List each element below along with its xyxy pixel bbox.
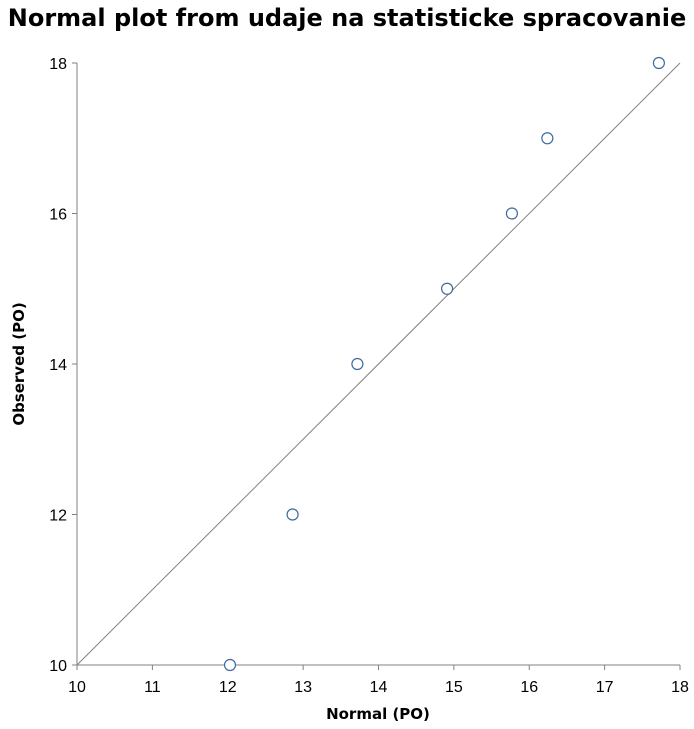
- reference-line-layer: [76, 62, 681, 666]
- data-point: [286, 508, 299, 521]
- x-axis-label: Normal (PO): [326, 705, 430, 723]
- x-tick-label: 14: [370, 679, 388, 696]
- data-point: [223, 658, 237, 672]
- chart-title: Normal plot from udaje na statisticke sp…: [7, 4, 687, 32]
- data-point: [652, 56, 665, 70]
- x-tick-label: 17: [596, 679, 614, 696]
- x-tick-label: 10: [68, 679, 86, 696]
- y-tick-label: 10: [49, 658, 67, 675]
- y-tick-label: 18: [49, 56, 67, 73]
- x-tick-label: 12: [219, 679, 237, 696]
- x-tick-label: 16: [520, 679, 538, 696]
- reference-line: [76, 62, 681, 666]
- y-tick-label: 12: [49, 508, 67, 525]
- data-point: [351, 357, 364, 371]
- x-tick-label: 18: [671, 679, 689, 696]
- y-tick-label: 16: [49, 207, 67, 224]
- y-tick-label: 14: [49, 357, 67, 374]
- x-tick-label: 15: [445, 679, 463, 696]
- data-point: [505, 207, 519, 220]
- points-layer: [223, 56, 665, 672]
- data-point: [541, 132, 554, 145]
- axes-layer: 10 11 12 13 14 15 16 17 18 10 12 14 16 18: [49, 56, 689, 696]
- x-tick-label: 13: [294, 679, 312, 696]
- data-point: [440, 282, 454, 295]
- x-tick-label: 11: [144, 679, 161, 696]
- y-axis-label: Observed (PO): [10, 302, 28, 426]
